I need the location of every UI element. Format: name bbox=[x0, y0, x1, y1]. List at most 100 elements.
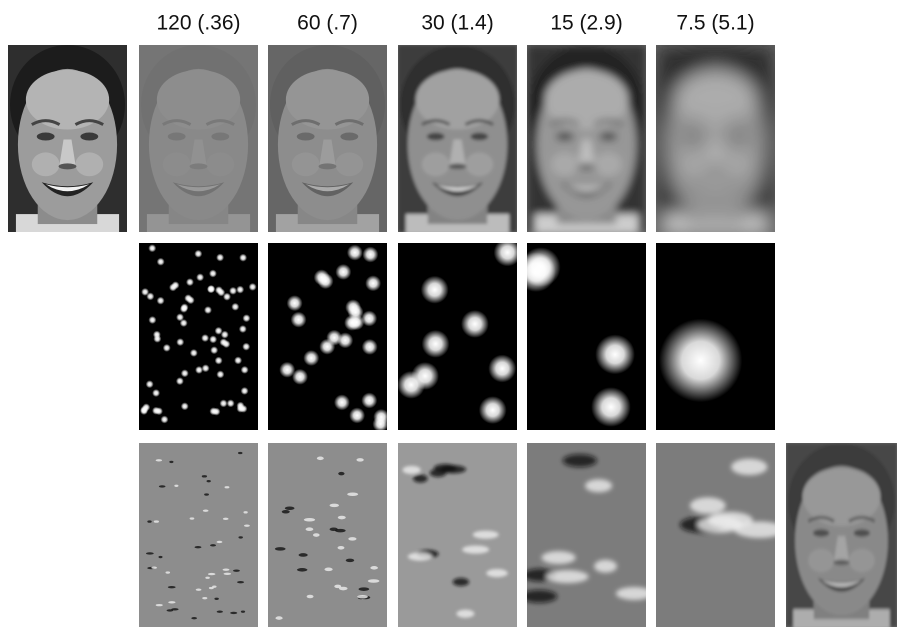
feature-blob bbox=[541, 551, 575, 564]
bubble bbox=[287, 295, 303, 311]
bubble bbox=[234, 356, 242, 364]
feature-blob bbox=[370, 566, 378, 570]
feature-blob bbox=[356, 458, 363, 462]
bubble bbox=[204, 306, 212, 314]
face-image bbox=[527, 45, 646, 234]
revealed-image bbox=[139, 443, 258, 627]
bubble bbox=[521, 247, 561, 287]
bubble bbox=[326, 330, 342, 346]
revealed-background bbox=[268, 443, 387, 627]
bubble bbox=[209, 407, 217, 415]
bubble bbox=[335, 264, 351, 280]
feature-blob bbox=[174, 485, 178, 487]
feature-blob bbox=[456, 610, 474, 618]
feature-blob bbox=[403, 466, 421, 474]
face-image bbox=[656, 45, 775, 234]
band-face bbox=[527, 45, 646, 234]
bubble bbox=[595, 334, 635, 374]
feature-blob bbox=[210, 544, 216, 546]
feature-blob bbox=[313, 533, 320, 537]
bubble bbox=[249, 283, 257, 291]
bubble bbox=[215, 286, 223, 294]
face-image bbox=[139, 45, 258, 234]
feature-blob bbox=[191, 617, 197, 619]
bubble bbox=[210, 346, 218, 354]
bubble-mask bbox=[656, 243, 775, 430]
bubble bbox=[292, 369, 308, 385]
feature-blob bbox=[238, 536, 242, 538]
bubble bbox=[141, 288, 149, 296]
bubble bbox=[461, 310, 489, 338]
bubble bbox=[227, 399, 235, 407]
revealed-image bbox=[268, 443, 387, 627]
feature-blob bbox=[317, 457, 324, 461]
feature-blob bbox=[299, 553, 308, 557]
bubble bbox=[184, 294, 192, 302]
bubble bbox=[373, 416, 389, 432]
feature-blob bbox=[165, 571, 170, 573]
feature-blob bbox=[304, 518, 315, 522]
feature-blob bbox=[521, 590, 557, 603]
column-header: 7.5 (5.1) bbox=[676, 12, 754, 35]
column-header: 30 (1.4) bbox=[421, 12, 493, 35]
feature-blob bbox=[486, 569, 507, 577]
feature-blob bbox=[346, 559, 355, 563]
revealed-image bbox=[521, 443, 652, 627]
feature-blob bbox=[195, 546, 202, 548]
feature-blob bbox=[147, 520, 151, 522]
feature-blob bbox=[285, 507, 295, 511]
bubble bbox=[591, 387, 631, 427]
feature-blob bbox=[237, 581, 244, 583]
bubble bbox=[236, 286, 244, 294]
bubble bbox=[152, 389, 160, 397]
feature-blob bbox=[156, 604, 163, 606]
bubble bbox=[161, 416, 169, 424]
revealed-image bbox=[656, 443, 785, 627]
face-image bbox=[8, 45, 127, 234]
bubble bbox=[220, 399, 228, 407]
bubble bbox=[176, 338, 184, 346]
bubble-mask bbox=[139, 243, 258, 430]
feature-blob bbox=[156, 459, 162, 461]
bubble bbox=[362, 247, 378, 263]
feature-blob bbox=[244, 524, 250, 526]
feature-blob bbox=[731, 459, 767, 475]
feature-blob bbox=[241, 610, 245, 612]
feature-blob bbox=[339, 587, 348, 591]
feature-blob bbox=[563, 454, 597, 467]
bubble bbox=[153, 331, 161, 339]
feature-blob bbox=[168, 601, 175, 603]
feature-blob bbox=[159, 485, 166, 487]
bubble bbox=[194, 250, 202, 258]
feature-blob bbox=[225, 486, 230, 488]
bubble bbox=[239, 254, 247, 262]
feature-blob bbox=[585, 479, 612, 492]
feature-blob bbox=[430, 469, 447, 477]
bubble bbox=[148, 316, 156, 324]
bubble bbox=[146, 380, 154, 388]
bubble bbox=[237, 405, 245, 413]
band-face bbox=[139, 45, 258, 234]
feature-blob bbox=[348, 537, 356, 541]
bubble bbox=[347, 245, 363, 261]
feature-blob bbox=[233, 569, 240, 571]
face-image bbox=[786, 443, 897, 627]
bubble bbox=[207, 285, 215, 293]
feature-blob bbox=[169, 461, 173, 463]
column-header: 60 (.7) bbox=[297, 12, 358, 35]
feature-blob bbox=[462, 545, 489, 553]
feature-blob bbox=[546, 570, 588, 583]
bubble bbox=[186, 278, 194, 286]
column-header: 120 (.36) bbox=[156, 12, 240, 35]
feature-blob bbox=[358, 587, 369, 591]
bubble bbox=[365, 275, 381, 291]
bubble bbox=[242, 314, 250, 322]
bubble bbox=[659, 319, 742, 403]
original-face bbox=[8, 45, 127, 234]
band-face bbox=[656, 45, 775, 234]
feature-blob bbox=[306, 527, 314, 531]
feature-blob bbox=[202, 597, 207, 599]
feature-blob bbox=[205, 577, 209, 579]
bubble bbox=[209, 270, 217, 278]
feature-blob bbox=[357, 595, 368, 599]
